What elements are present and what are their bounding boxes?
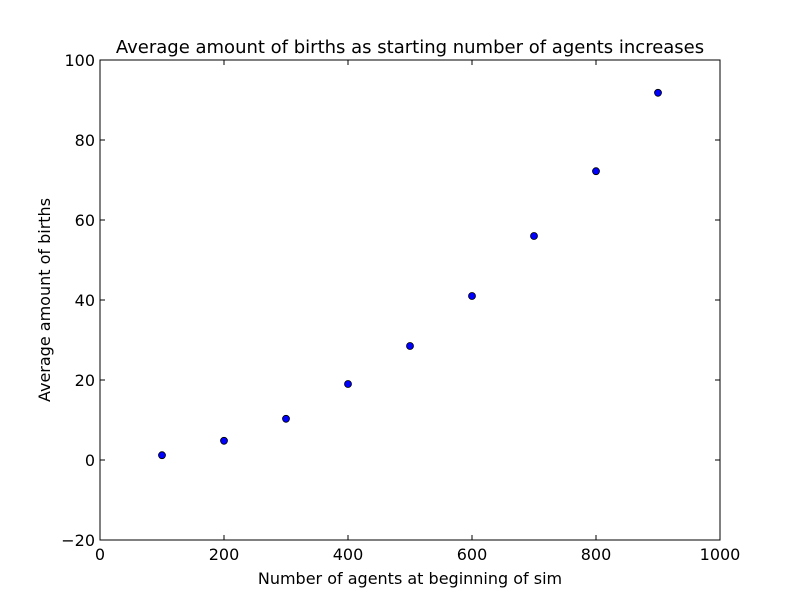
y-axis-label: Average amount of births: [35, 198, 54, 402]
scatter-point: [654, 88, 662, 97]
data-points: [158, 88, 662, 460]
scatter-point: [530, 232, 538, 240]
x-tick-label: 200: [209, 545, 240, 564]
x-tick-label: 800: [581, 545, 612, 564]
scatter-point: [344, 380, 352, 388]
plot-frame: [99, 59, 721, 541]
plot-area: [100, 60, 720, 540]
x-tick-label: 0: [95, 545, 105, 564]
scatter-point: [592, 167, 600, 176]
y-tick-label: 0: [85, 451, 95, 470]
y-tick-label: −20: [61, 531, 95, 550]
scatter-point: [158, 451, 166, 460]
x-tick-label: 1000: [700, 545, 741, 564]
y-tick-label: 100: [64, 51, 95, 70]
x-axis-label: Number of agents at beginning of sim: [258, 569, 562, 588]
y-tick-label: 40: [75, 291, 95, 310]
scatter-point: [282, 414, 290, 423]
y-tick-label: 60: [75, 211, 95, 230]
scatter-point: [468, 292, 476, 300]
scatter-point: [406, 342, 414, 350]
y-tick-label: 80: [75, 131, 95, 150]
chart-title: Average amount of births as starting num…: [116, 37, 704, 58]
y-tick-label: 20: [75, 371, 95, 390]
x-tick-label: 400: [333, 545, 364, 564]
x-tick-label: 600: [457, 545, 488, 564]
scatter-point: [220, 436, 228, 445]
